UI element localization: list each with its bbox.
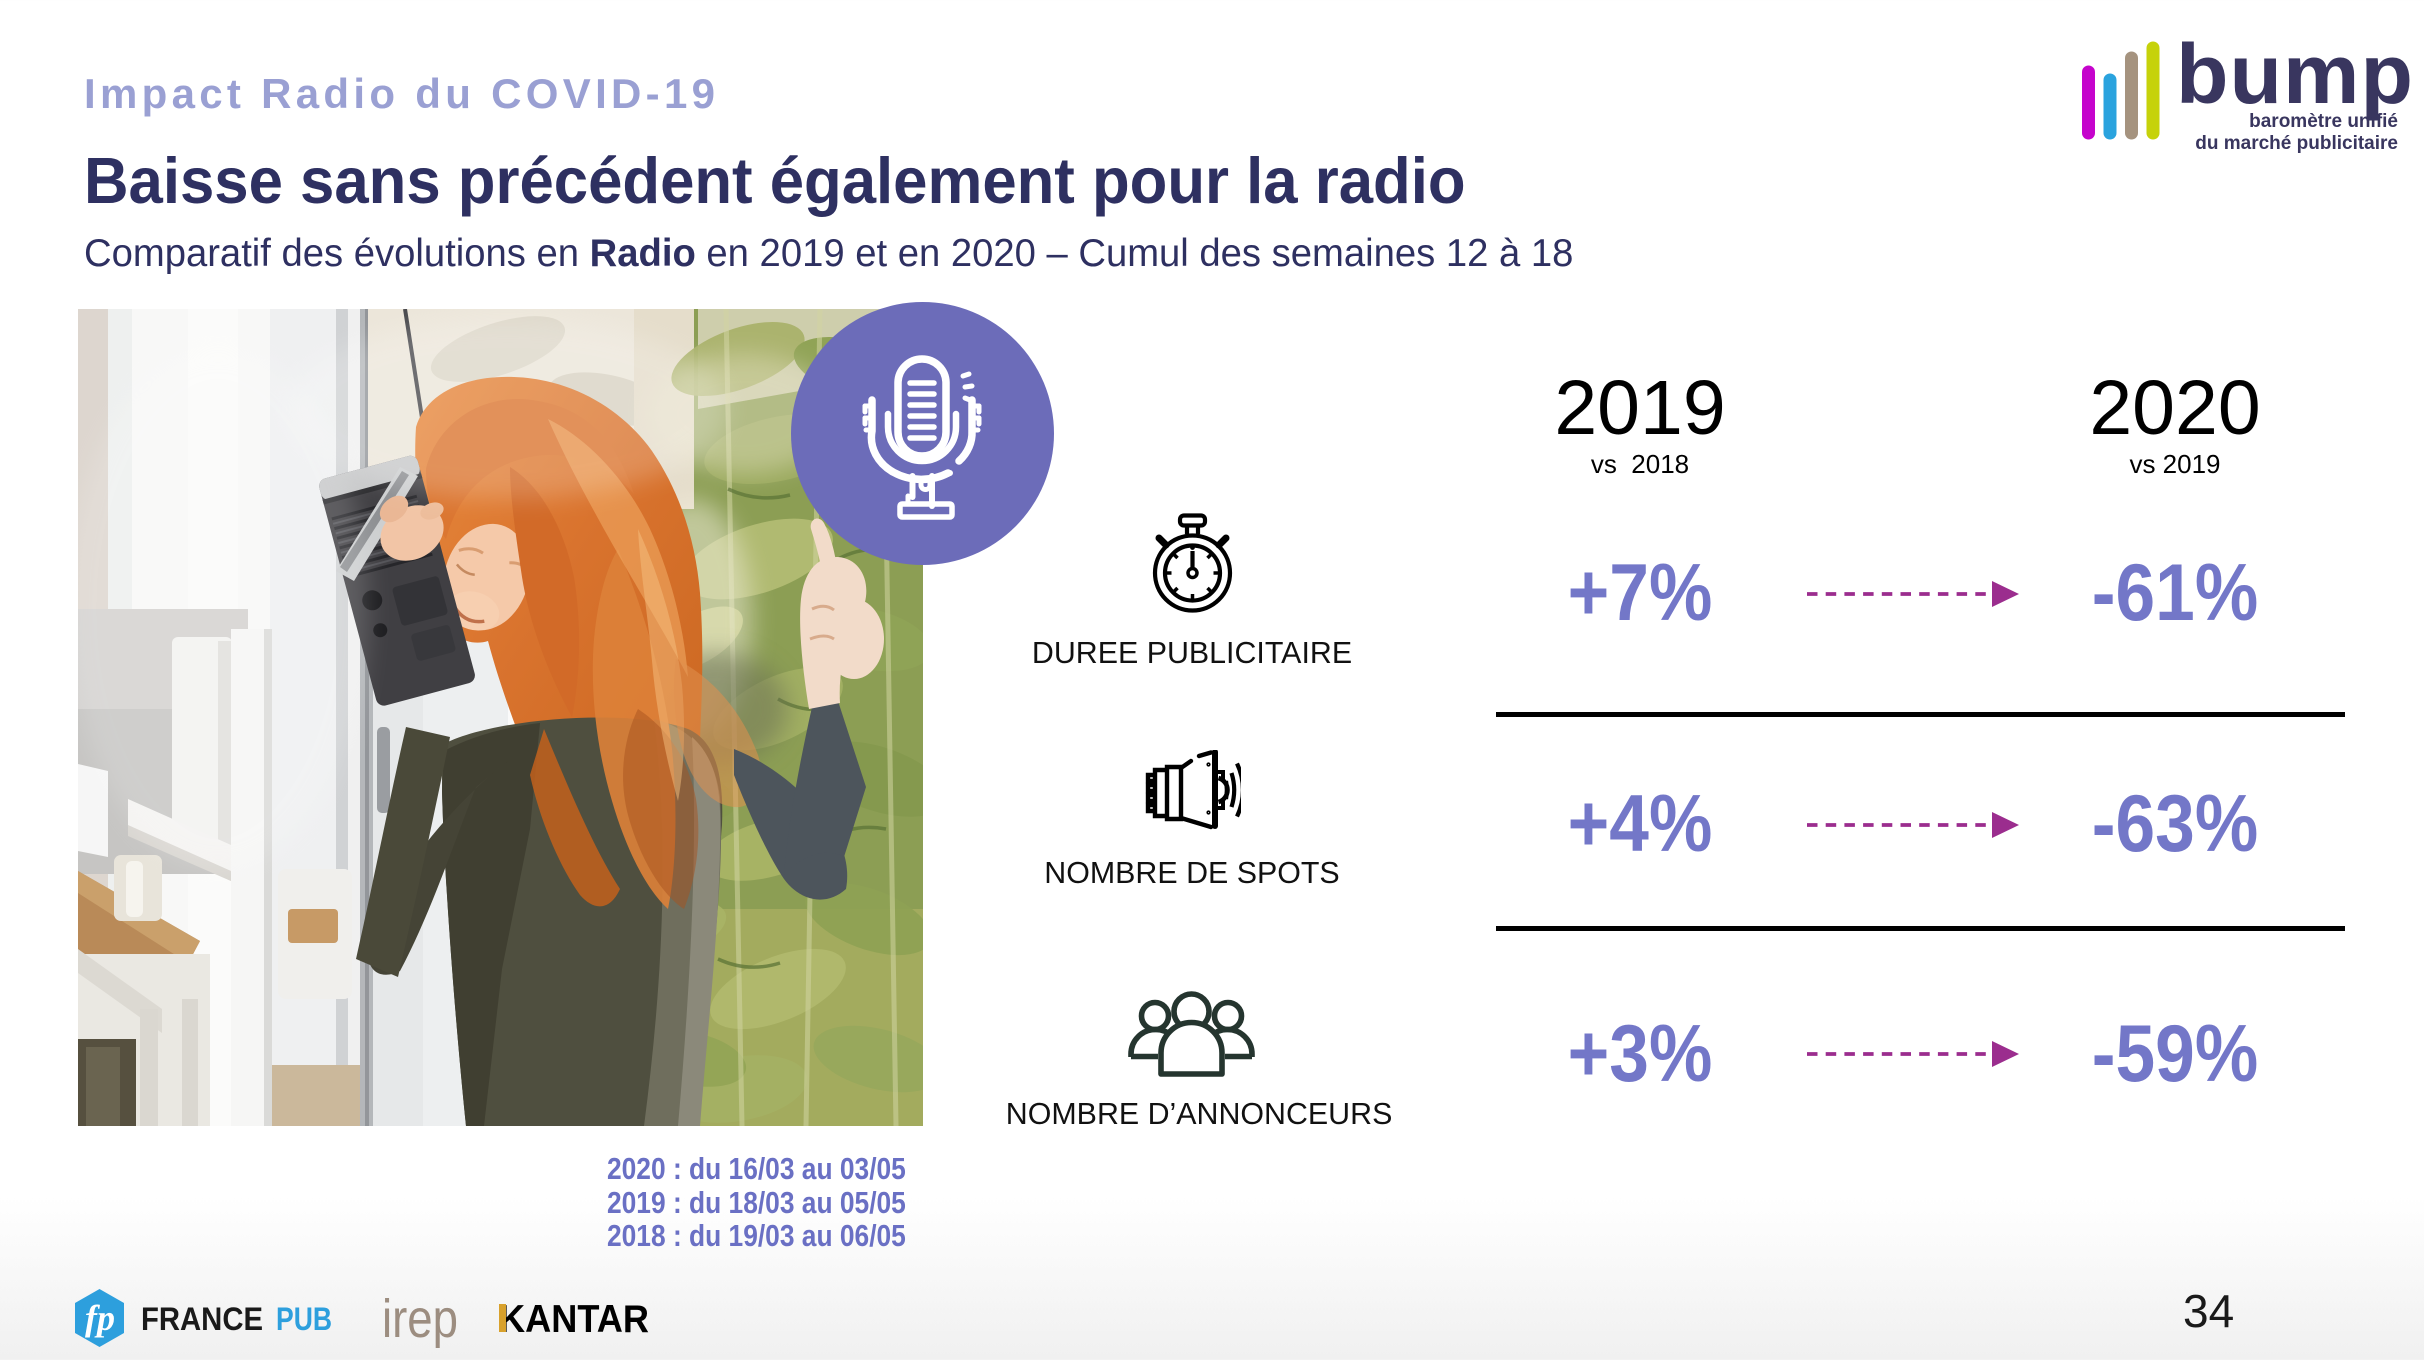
svg-text:fp: fp — [85, 1298, 115, 1338]
svg-text:irep: irep — [382, 1289, 458, 1349]
svg-text:KANTAR: KANTAR — [499, 1298, 649, 1341]
svg-text:baromètre unifié: baromètre unifié — [2249, 111, 2398, 132]
svg-text:PUB: PUB — [276, 1301, 332, 1337]
svg-text:bump: bump — [2176, 35, 2414, 121]
svg-text:du marché publicitaire: du marché publicitaire — [2195, 133, 2398, 154]
svg-text:FRANCE: FRANCE — [141, 1301, 263, 1337]
